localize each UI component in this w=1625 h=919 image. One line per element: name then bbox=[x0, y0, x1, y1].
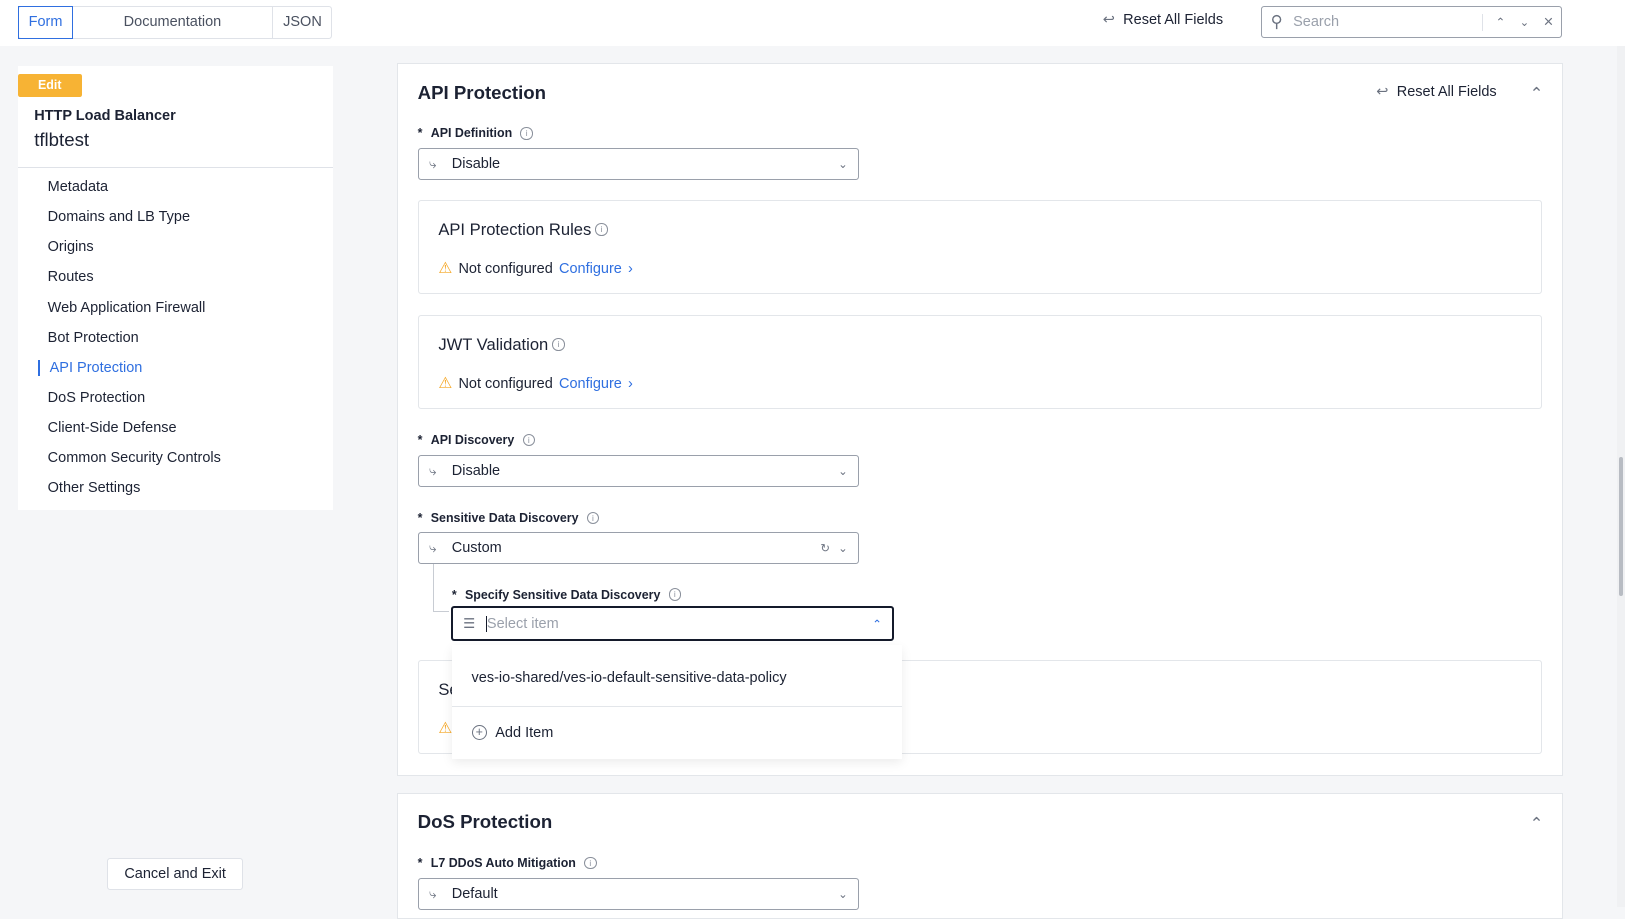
search-box: ⚲ ⌃ ⌄ × bbox=[1261, 6, 1562, 39]
sidebar-item-api-protection[interactable]: API Protection bbox=[38, 359, 142, 376]
sidebar: Edit HTTP Load Balancer tflbtest Metadat… bbox=[17, 66, 333, 510]
object-type: HTTP Load Balancer bbox=[34, 107, 176, 124]
api-protection-rules-card: API Protection Rules i ⚠ Not configured Con… bbox=[417, 199, 1543, 295]
l7-ddos-label: * L7 DDoS Auto Mitigation i bbox=[418, 856, 597, 870]
divider bbox=[17, 166, 333, 168]
api-definition-label: * API Definition i bbox=[418, 126, 533, 140]
undo-icon: ↩ bbox=[1376, 83, 1389, 100]
close-icon[interactable]: × bbox=[1543, 12, 1554, 32]
sidebar-item-dos-protection[interactable]: DoS Protection bbox=[47, 389, 146, 406]
search-input[interactable] bbox=[1291, 13, 1483, 32]
branch-icon: ⤷ bbox=[428, 539, 437, 555]
tab-form[interactable]: Form bbox=[17, 6, 74, 40]
sidebar-item-other-settings[interactable]: Other Settings bbox=[47, 479, 141, 496]
api-discovery-label: * API Discovery i bbox=[418, 433, 535, 447]
status-text: Not configured bbox=[458, 375, 553, 392]
chevron-down-icon: ⌄ bbox=[838, 159, 848, 172]
sidebar-item-common-security-controls[interactable]: Common Security Controls bbox=[47, 449, 221, 466]
collapse-icon[interactable]: ⌃ bbox=[1529, 83, 1544, 103]
info-icon: i bbox=[520, 127, 533, 140]
info-icon: i bbox=[668, 588, 681, 601]
list-add-icon: ☰ bbox=[463, 615, 476, 631]
object-name: tflbtest bbox=[34, 128, 90, 150]
add-item-button[interactable]: + Add Item bbox=[452, 707, 902, 759]
reset-all-fields-button[interactable]: ↩ Reset All Fields bbox=[1102, 12, 1224, 29]
sensitive-data-label: * Sensitive Data Discovery i bbox=[418, 511, 600, 525]
branch-icon: ⤷ bbox=[428, 462, 437, 478]
sidebar-item-origins[interactable]: Origins bbox=[47, 239, 94, 256]
jwt-validation-card: JWT Validation i ⚠ Not configured Configure… bbox=[417, 315, 1543, 410]
chevron-right-icon[interactable]: › bbox=[628, 260, 633, 277]
l7-ddos-select[interactable]: ⤷ Default ⌄ bbox=[417, 877, 860, 910]
configure-link[interactable]: Configure bbox=[558, 260, 622, 277]
section-reset-button[interactable]: ↩ Reset All Fields bbox=[1376, 83, 1497, 100]
section-title: API Protection bbox=[417, 81, 547, 103]
edit-badge: Edit bbox=[17, 73, 82, 98]
view-tabs: Form Documentation JSON bbox=[17, 6, 333, 40]
sidebar-item-routes[interactable]: Routes bbox=[47, 269, 94, 286]
cancel-and-exit-button[interactable]: Cancel and Exit bbox=[106, 858, 244, 891]
warning-icon: ⚠ bbox=[438, 720, 453, 738]
info-icon: i bbox=[552, 338, 565, 351]
sidebar-item-metadata[interactable]: Metadata bbox=[47, 179, 109, 196]
warning-icon: ⚠ bbox=[438, 260, 453, 278]
dos-protection-section: DoS Protection ⌃ * L7 DDoS Auto Mitigati… bbox=[396, 792, 1563, 919]
top-bar: Form Documentation JSON ↩ Reset All Field… bbox=[0, 0, 1625, 46]
chevron-up-icon[interactable]: ⌃ bbox=[1495, 17, 1506, 30]
plus-circle-icon: + bbox=[471, 724, 487, 741]
dropdown-option[interactable]: ves-io-shared/ves-io-default-sensitive-d… bbox=[451, 645, 902, 707]
card-title: JWT Validation bbox=[438, 334, 549, 354]
configure-link[interactable]: Configure bbox=[558, 375, 622, 392]
api-protection-section: API Protection ↩ Reset All Fields ⌃ * API… bbox=[396, 63, 1563, 777]
chevron-up-icon: ⌃ bbox=[872, 618, 882, 631]
collapse-icon[interactable]: ⌃ bbox=[1529, 813, 1544, 833]
specify-sensitive-label: * Specify Sensitive Data Discovery i bbox=[452, 588, 681, 602]
chevron-down-icon: ⌄ bbox=[838, 888, 848, 901]
scrollbar-thumb[interactable] bbox=[1618, 457, 1623, 596]
refresh-icon[interactable]: ↻ bbox=[820, 542, 830, 555]
tab-documentation[interactable]: Documentation bbox=[72, 7, 274, 39]
sidebar-item-domains-and-lb-type[interactable]: Domains and LB Type bbox=[47, 209, 191, 226]
info-icon: i bbox=[586, 511, 600, 525]
undo-icon: ↩ bbox=[1102, 12, 1115, 29]
chevron-right-icon[interactable]: › bbox=[628, 375, 633, 392]
chevron-down-icon: ⌄ bbox=[838, 542, 848, 555]
status-text: Not configured bbox=[458, 260, 553, 277]
info-icon: i bbox=[584, 856, 597, 870]
chevron-down-icon: ⌄ bbox=[838, 465, 848, 478]
sidebar-item-bot-protection[interactable]: Bot Protection bbox=[47, 329, 139, 346]
sensitive-data-select[interactable]: ⤷ Custom ↻ ⌄ bbox=[417, 531, 860, 564]
api-definition-select[interactable]: ⤷ Disable ⌄ bbox=[417, 148, 860, 181]
info-icon: i bbox=[522, 433, 535, 447]
dropdown-menu: ves-io-shared/ves-io-default-sensitive-d… bbox=[451, 644, 902, 759]
tree-connector bbox=[433, 563, 449, 613]
api-discovery-select[interactable]: ⤷ Disable ⌄ bbox=[417, 454, 860, 487]
scrollbar[interactable] bbox=[1616, 45, 1625, 907]
section-title: DoS Protection bbox=[417, 811, 553, 833]
branch-icon: ⤷ bbox=[428, 885, 437, 901]
branch-icon: ⤷ bbox=[428, 156, 437, 172]
placeholder: Select item bbox=[486, 615, 559, 632]
chevron-down-icon[interactable]: ⌄ bbox=[1519, 17, 1530, 30]
sidebar-item-web-application-firewall[interactable]: Web Application Firewall bbox=[47, 299, 206, 316]
sidebar-item-client-side-defense[interactable]: Client-Side Defense bbox=[47, 419, 177, 436]
warning-icon: ⚠ bbox=[438, 375, 453, 393]
search-icon: ⚲ bbox=[1270, 12, 1283, 32]
card-title: API Protection Rules bbox=[438, 219, 592, 239]
info-icon: i bbox=[595, 223, 608, 236]
specify-sensitive-select[interactable]: ☰ Select item ⌃ bbox=[450, 606, 895, 642]
tab-json[interactable]: JSON bbox=[283, 14, 322, 31]
